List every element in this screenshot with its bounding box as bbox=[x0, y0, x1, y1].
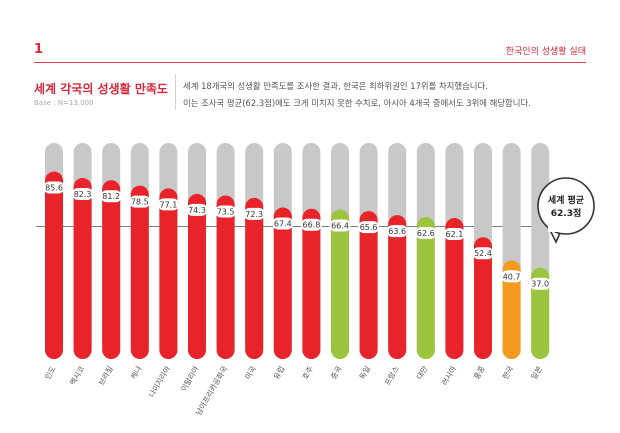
bar bbox=[73, 178, 92, 359]
category-label: 인도 bbox=[42, 364, 58, 381]
bar bbox=[474, 237, 492, 359]
value-label-bg bbox=[100, 190, 122, 203]
value-label-bg bbox=[186, 203, 208, 216]
category-label: 한국 bbox=[501, 364, 516, 381]
bar bbox=[302, 208, 321, 359]
category-label: 이탈리아 bbox=[178, 364, 201, 393]
page-number: 1 bbox=[34, 42, 44, 57]
value-label: 78.5 bbox=[131, 198, 149, 207]
category-label: 케냐 bbox=[128, 364, 144, 381]
value-label: 52.4 bbox=[474, 249, 492, 258]
value-label-bg bbox=[329, 219, 351, 232]
value-label-bg bbox=[358, 221, 380, 234]
chart-title: 세계 각국의 성생활 만족도 bbox=[34, 82, 168, 96]
category-label: 러시아 bbox=[439, 364, 458, 387]
value-label: 73.5 bbox=[217, 207, 235, 216]
value-label: 66.4 bbox=[331, 222, 349, 231]
category-label: 홍콩 bbox=[471, 364, 487, 381]
category-label: 일본 bbox=[529, 364, 544, 381]
value-label: 74.3 bbox=[188, 206, 206, 215]
description-line-2: 이는 조사국 평균(62.3점)에도 크게 미치지 못한 수치로, 아시아 4개… bbox=[183, 98, 531, 108]
bar bbox=[216, 195, 235, 359]
category-label: 미국 bbox=[243, 364, 258, 381]
value-label: 72.3 bbox=[245, 210, 263, 219]
value-label: 85.6 bbox=[45, 184, 63, 193]
value-label-bg bbox=[415, 227, 437, 240]
value-label: 40.7 bbox=[503, 272, 521, 281]
value-label: 62.6 bbox=[417, 229, 435, 238]
value-label-bg bbox=[529, 277, 551, 290]
bar bbox=[531, 267, 550, 359]
category-label: 독일 bbox=[358, 364, 373, 381]
description-divider bbox=[175, 74, 176, 110]
value-label: 82.3 bbox=[74, 190, 92, 199]
bar bbox=[159, 188, 178, 359]
value-label-bg bbox=[215, 205, 237, 218]
value-label-bg bbox=[72, 188, 94, 201]
value-label: 63.6 bbox=[388, 227, 406, 236]
value-label: 65.6 bbox=[360, 223, 378, 232]
bar bbox=[245, 197, 264, 359]
value-label-bg bbox=[501, 270, 523, 283]
description-line-1: 세계 18개국의 성생활 만족도를 조사한 결과, 한국은 최하위권인 17위를… bbox=[183, 81, 488, 91]
value-label-bg bbox=[157, 198, 179, 211]
category-label: 대만 bbox=[415, 364, 430, 381]
bar bbox=[273, 207, 292, 359]
value-label-bg bbox=[443, 228, 465, 241]
bar bbox=[130, 185, 149, 359]
value-label: 62.1 bbox=[445, 230, 463, 239]
callout-line-1: 세계 평균 bbox=[548, 194, 585, 206]
category-label: 유럽 bbox=[272, 365, 287, 381]
category-label: 멕시코 bbox=[67, 364, 86, 387]
bar bbox=[331, 209, 349, 359]
value-label-bg bbox=[300, 218, 322, 231]
bar bbox=[445, 218, 464, 359]
value-label-bg bbox=[243, 207, 265, 220]
header-rule bbox=[34, 62, 586, 63]
callout-bubble bbox=[537, 177, 595, 235]
bar bbox=[416, 217, 435, 359]
bar bbox=[388, 215, 407, 359]
section-label: 한국인의 성생활 실태 bbox=[505, 47, 586, 57]
bar bbox=[359, 211, 378, 359]
value-label-bg bbox=[472, 247, 494, 260]
value-label: 66.8 bbox=[302, 221, 320, 230]
base-note: Base : N=13,000 bbox=[34, 99, 94, 107]
bar bbox=[102, 180, 121, 359]
callout-line-2: 62.3점 bbox=[551, 207, 582, 219]
bar bbox=[45, 171, 63, 359]
value-label: 81.2 bbox=[102, 192, 120, 201]
value-label: 67.4 bbox=[274, 220, 292, 229]
value-label-bg bbox=[386, 225, 408, 238]
category-label: 프랑스 bbox=[383, 364, 401, 387]
bar bbox=[502, 260, 521, 359]
value-label: 37.0 bbox=[531, 280, 549, 289]
callout-tail-mask bbox=[548, 222, 562, 232]
category-label: 호주 bbox=[300, 364, 315, 381]
category-label: 나이지리아 bbox=[146, 364, 172, 399]
category-label: 중국 bbox=[329, 364, 344, 381]
value-label-bg bbox=[272, 217, 294, 230]
value-label-bg bbox=[43, 181, 65, 194]
category-label: 브라질 bbox=[97, 364, 115, 387]
value-label: 77.1 bbox=[159, 200, 177, 209]
value-label-bg bbox=[129, 195, 151, 208]
bar bbox=[188, 193, 206, 359]
